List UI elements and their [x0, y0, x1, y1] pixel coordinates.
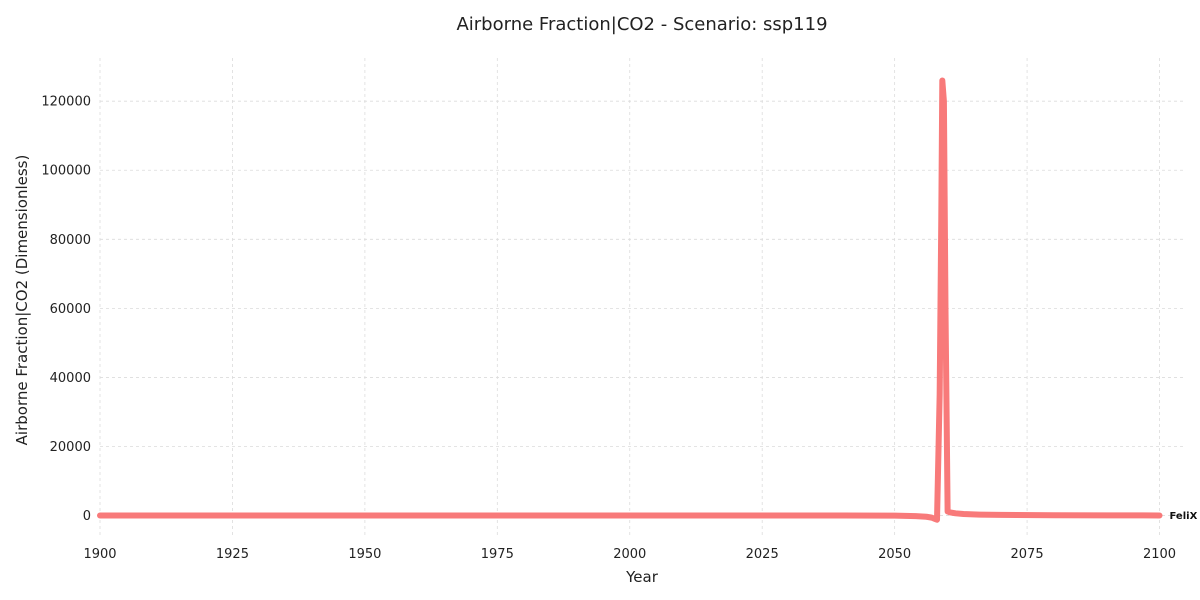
x-axis-label: Year [625, 568, 659, 586]
series-label: FeliX [1170, 511, 1198, 522]
y-tick-label: 60000 [50, 302, 91, 317]
x-tick-label: 2100 [1143, 547, 1176, 562]
chart-title: Airborne Fraction|CO2 - Scenario: ssp119 [456, 14, 827, 35]
x-tick-label: 2075 [1011, 547, 1044, 562]
series-line [97, 77, 1163, 523]
series-layer: FeliX [97, 77, 1198, 523]
y-tick-label: 0 [83, 509, 91, 524]
y-tick-label: 100000 [41, 164, 91, 179]
x-tick-label: 1950 [348, 547, 381, 562]
x-axis-ticks: 1900 1925 1950 1975 2000 2025 2050 2075 2100 [83, 547, 1176, 562]
x-tick-label: 1900 [83, 547, 116, 562]
x-tick-label: 2050 [878, 547, 911, 562]
y-axis-label: Airborne Fraction|CO2 (Dimensionless) [13, 155, 31, 446]
grid-layer [99, 58, 1186, 538]
x-tick-label: 1925 [216, 547, 249, 562]
y-tick-label: 40000 [50, 371, 91, 386]
y-tick-label: 120000 [41, 95, 91, 110]
y-tick-label: 80000 [50, 233, 91, 248]
y-tick-label: 20000 [50, 440, 91, 455]
y-axis-ticks: 0 20000 40000 60000 80000 100000 120000 [41, 95, 91, 524]
x-tick-label: 2000 [613, 547, 646, 562]
x-tick-label: 1975 [481, 547, 514, 562]
x-tick-label: 2025 [746, 547, 779, 562]
